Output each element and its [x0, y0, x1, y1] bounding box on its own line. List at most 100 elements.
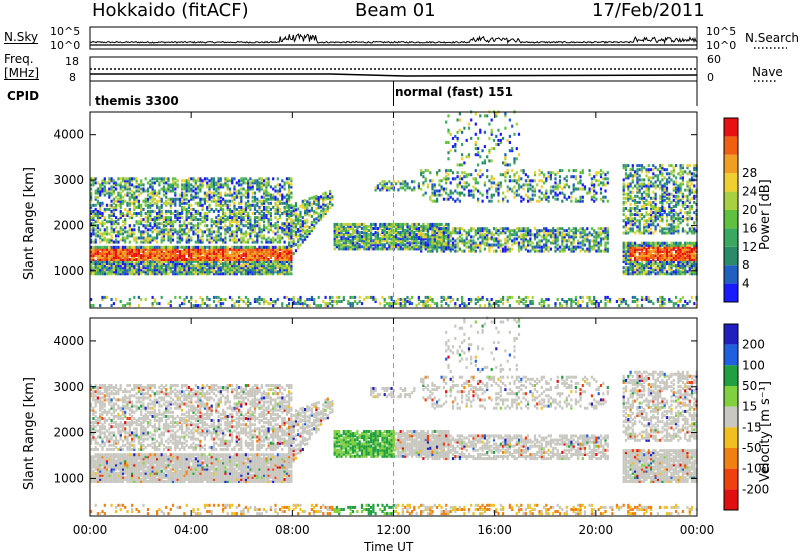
scatter-cell: [203, 193, 206, 197]
scatter-cell: [206, 260, 209, 264]
scatter-cell: [508, 134, 511, 138]
scatter-cell: [126, 254, 129, 257]
scatter-cell: [151, 203, 154, 207]
scatter-cell: [374, 222, 377, 226]
scatter-cell: [240, 220, 243, 224]
scatter-cell: [563, 177, 566, 181]
scatter-cell: [529, 243, 532, 247]
scatter-cell: [431, 233, 434, 237]
scatter-cell: [301, 203, 304, 207]
scatter-cell: [470, 249, 473, 253]
scatter-cell: [110, 177, 113, 181]
scatter-cell: [146, 258, 150, 261]
scatter-cell: [240, 191, 243, 195]
scatter-cell: [133, 249, 136, 253]
scatter-cell: [524, 183, 527, 187]
scatter-cell: [231, 212, 234, 215]
scatter-cell: [169, 300, 172, 303]
scatter-cell: [222, 258, 225, 261]
scatter-cell: [433, 189, 436, 193]
scatter-cell: [208, 268, 211, 272]
scatter-cell: [126, 181, 129, 185]
scatter-cell: [558, 245, 562, 249]
scatter-cell: [135, 220, 138, 224]
scatter-cell: [379, 302, 382, 306]
scatter-cell: [579, 187, 582, 191]
scatter-cell: [554, 239, 557, 243]
scatter-cell: [158, 254, 161, 257]
scatter-cell: [222, 218, 225, 222]
scatter-cell: [124, 218, 127, 222]
scatter-cell: [467, 233, 471, 237]
scatter-cell: [256, 209, 259, 213]
freq-tick-top: 18: [65, 55, 79, 68]
scatter-cell: [110, 262, 113, 266]
scatter-cell: [137, 212, 140, 215]
scatter-cell: [335, 231, 338, 234]
scatter-cell: [447, 237, 450, 241]
scatter-cell: [226, 177, 229, 181]
scatter-cell: [226, 218, 229, 222]
scatter-cell: [552, 229, 555, 233]
scatter-cell: [477, 231, 480, 235]
scatter-cell: [162, 256, 165, 259]
scatter-cell: [511, 124, 514, 128]
scatter-cell: [167, 187, 170, 191]
scatter-cell: [144, 236, 147, 240]
scatter-cell: [263, 260, 266, 264]
scatter-cell: [456, 136, 459, 140]
scatter-cell: [219, 232, 222, 236]
scatter-cell: [449, 295, 452, 299]
scatter-cell: [458, 163, 461, 167]
scatter-cell: [447, 193, 450, 197]
scatter-cell: [490, 185, 493, 189]
scatter-cell: [151, 218, 154, 222]
scatter-cell: [415, 239, 418, 243]
scatter-cell: [426, 295, 430, 299]
scatter-cell: [306, 234, 309, 238]
scatter-cell: [433, 183, 436, 187]
scatter-cell: [363, 247, 366, 251]
scatter-cell: [529, 179, 532, 183]
scatter-cell: [90, 298, 93, 301]
scatter-cell: [185, 249, 188, 253]
scatter-cell: [215, 245, 218, 249]
scatter-cell: [242, 266, 245, 270]
scatter-cell: [178, 249, 181, 253]
scatter-cell: [572, 237, 575, 241]
scatter-cell: [144, 240, 147, 244]
scatter-cell: [313, 195, 316, 199]
scatter-cell: [383, 239, 386, 243]
scatter-cell: [508, 179, 511, 183]
scatter-cell: [283, 249, 286, 253]
scatter-cell: [533, 245, 537, 249]
scatter-cell: [171, 247, 175, 251]
scatter-cell: [317, 206, 320, 210]
scatter-cell: [488, 237, 491, 241]
scatter-cell: [299, 243, 302, 247]
scatter-cell: [411, 247, 414, 251]
scatter-cell: [579, 197, 582, 201]
scatter-cell: [354, 222, 357, 226]
scatter-cell: [226, 216, 229, 220]
scatter-cell: [451, 229, 455, 233]
scatter-cell: [486, 155, 489, 159]
scatter-cell: [431, 235, 434, 239]
scatter-cell: [178, 212, 181, 215]
scatter-cell: [438, 237, 441, 241]
scatter-cell: [238, 205, 241, 209]
scatter-cell: [269, 260, 272, 264]
scatter-cell: [474, 187, 477, 191]
scatter-cell: [472, 227, 475, 231]
scatter-cell: [158, 181, 161, 185]
scatter-cell: [101, 220, 104, 224]
scatter-cell: [495, 134, 498, 138]
scatter-cell: [515, 157, 518, 161]
scatter-cell: [458, 193, 461, 197]
scatter-cell: [131, 234, 134, 238]
scatter-cell: [374, 239, 377, 243]
scatter-cell: [96, 254, 99, 257]
scatter-cell: [413, 180, 416, 184]
scatter-cell: [146, 264, 150, 268]
scatter-cell: [208, 187, 211, 191]
